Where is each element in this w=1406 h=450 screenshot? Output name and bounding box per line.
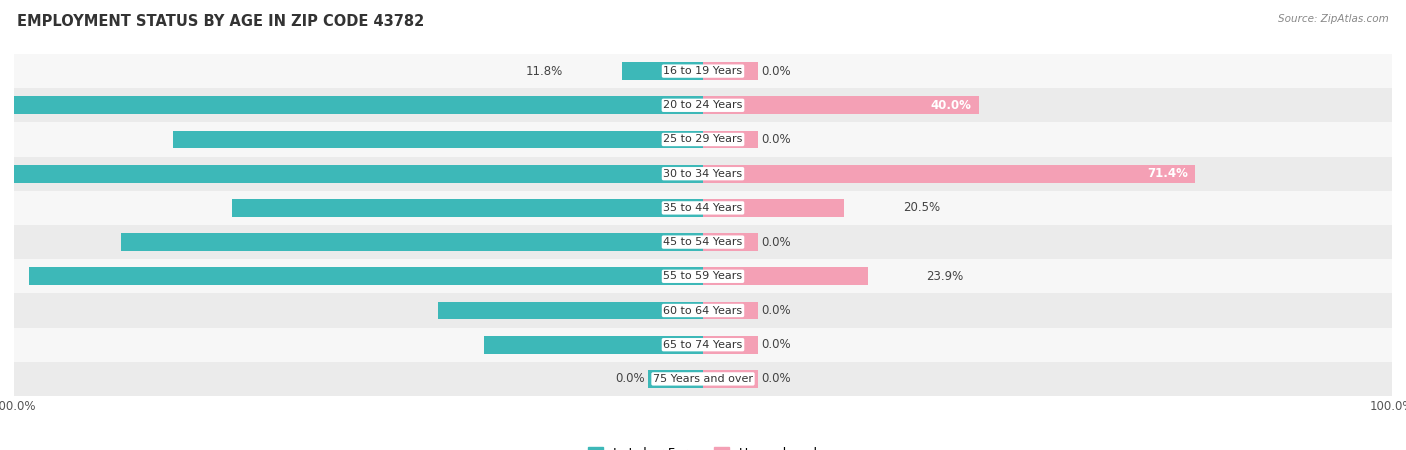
Bar	[484, 336, 703, 354]
Bar	[648, 370, 703, 388]
Text: Source: ZipAtlas.com: Source: ZipAtlas.com	[1278, 14, 1389, 23]
Text: 0.0%: 0.0%	[762, 65, 792, 77]
Text: 16 to 19 Years: 16 to 19 Years	[664, 66, 742, 76]
Text: 100.0%: 100.0%	[689, 167, 738, 180]
Text: 11.8%: 11.8%	[526, 65, 564, 77]
Text: 0.0%: 0.0%	[762, 338, 792, 351]
Text: 0.0%: 0.0%	[762, 304, 792, 317]
Bar	[14, 293, 1392, 328]
Bar	[14, 328, 1392, 362]
Text: 76.9%: 76.9%	[689, 133, 730, 146]
Bar	[703, 165, 1195, 183]
Bar	[14, 157, 1392, 191]
Bar	[121, 233, 703, 251]
Bar	[14, 88, 1392, 122]
Text: 60 to 64 Years: 60 to 64 Years	[664, 306, 742, 315]
Bar	[703, 199, 844, 217]
Bar	[703, 336, 758, 354]
Bar	[14, 122, 1392, 157]
Text: 25 to 29 Years: 25 to 29 Years	[664, 135, 742, 144]
Text: 20 to 24 Years: 20 to 24 Years	[664, 100, 742, 110]
Text: 35 to 44 Years: 35 to 44 Years	[664, 203, 742, 213]
Bar	[14, 259, 1392, 293]
Text: EMPLOYMENT STATUS BY AGE IN ZIP CODE 43782: EMPLOYMENT STATUS BY AGE IN ZIP CODE 437…	[17, 14, 425, 28]
Text: 55 to 59 Years: 55 to 59 Years	[664, 271, 742, 281]
Text: 38.5%: 38.5%	[689, 304, 730, 317]
Bar	[14, 362, 1392, 396]
Text: 65 to 74 Years: 65 to 74 Years	[664, 340, 742, 350]
Bar	[703, 96, 979, 114]
Bar	[232, 199, 703, 217]
Text: 0.0%: 0.0%	[762, 236, 792, 248]
Bar	[14, 54, 1392, 88]
Bar	[621, 62, 703, 80]
Text: 97.9%: 97.9%	[689, 270, 730, 283]
Text: 71.4%: 71.4%	[1147, 167, 1188, 180]
Legend: In Labor Force, Unemployed: In Labor Force, Unemployed	[583, 442, 823, 450]
Bar	[14, 165, 703, 183]
Text: 84.5%: 84.5%	[689, 236, 730, 248]
Bar	[703, 130, 758, 148]
Text: 31.8%: 31.8%	[689, 338, 730, 351]
Bar	[703, 302, 758, 319]
Text: 30 to 34 Years: 30 to 34 Years	[664, 169, 742, 179]
Text: 23.9%: 23.9%	[927, 270, 963, 283]
Bar	[703, 233, 758, 251]
Bar	[703, 267, 868, 285]
Text: 75 Years and over: 75 Years and over	[652, 374, 754, 384]
Bar	[14, 191, 1392, 225]
Text: 68.4%: 68.4%	[689, 202, 730, 214]
Bar	[28, 267, 703, 285]
Bar	[173, 130, 703, 148]
Text: 0.0%: 0.0%	[614, 373, 644, 385]
Bar	[14, 225, 1392, 259]
Text: 0.0%: 0.0%	[762, 133, 792, 146]
Bar	[703, 62, 758, 80]
Text: 20.5%: 20.5%	[903, 202, 941, 214]
Text: 40.0%: 40.0%	[931, 99, 972, 112]
Bar	[14, 96, 703, 114]
Text: 45 to 54 Years: 45 to 54 Years	[664, 237, 742, 247]
Bar	[437, 302, 703, 319]
Bar	[703, 370, 758, 388]
Text: 0.0%: 0.0%	[762, 373, 792, 385]
Text: 100.0%: 100.0%	[689, 99, 738, 112]
